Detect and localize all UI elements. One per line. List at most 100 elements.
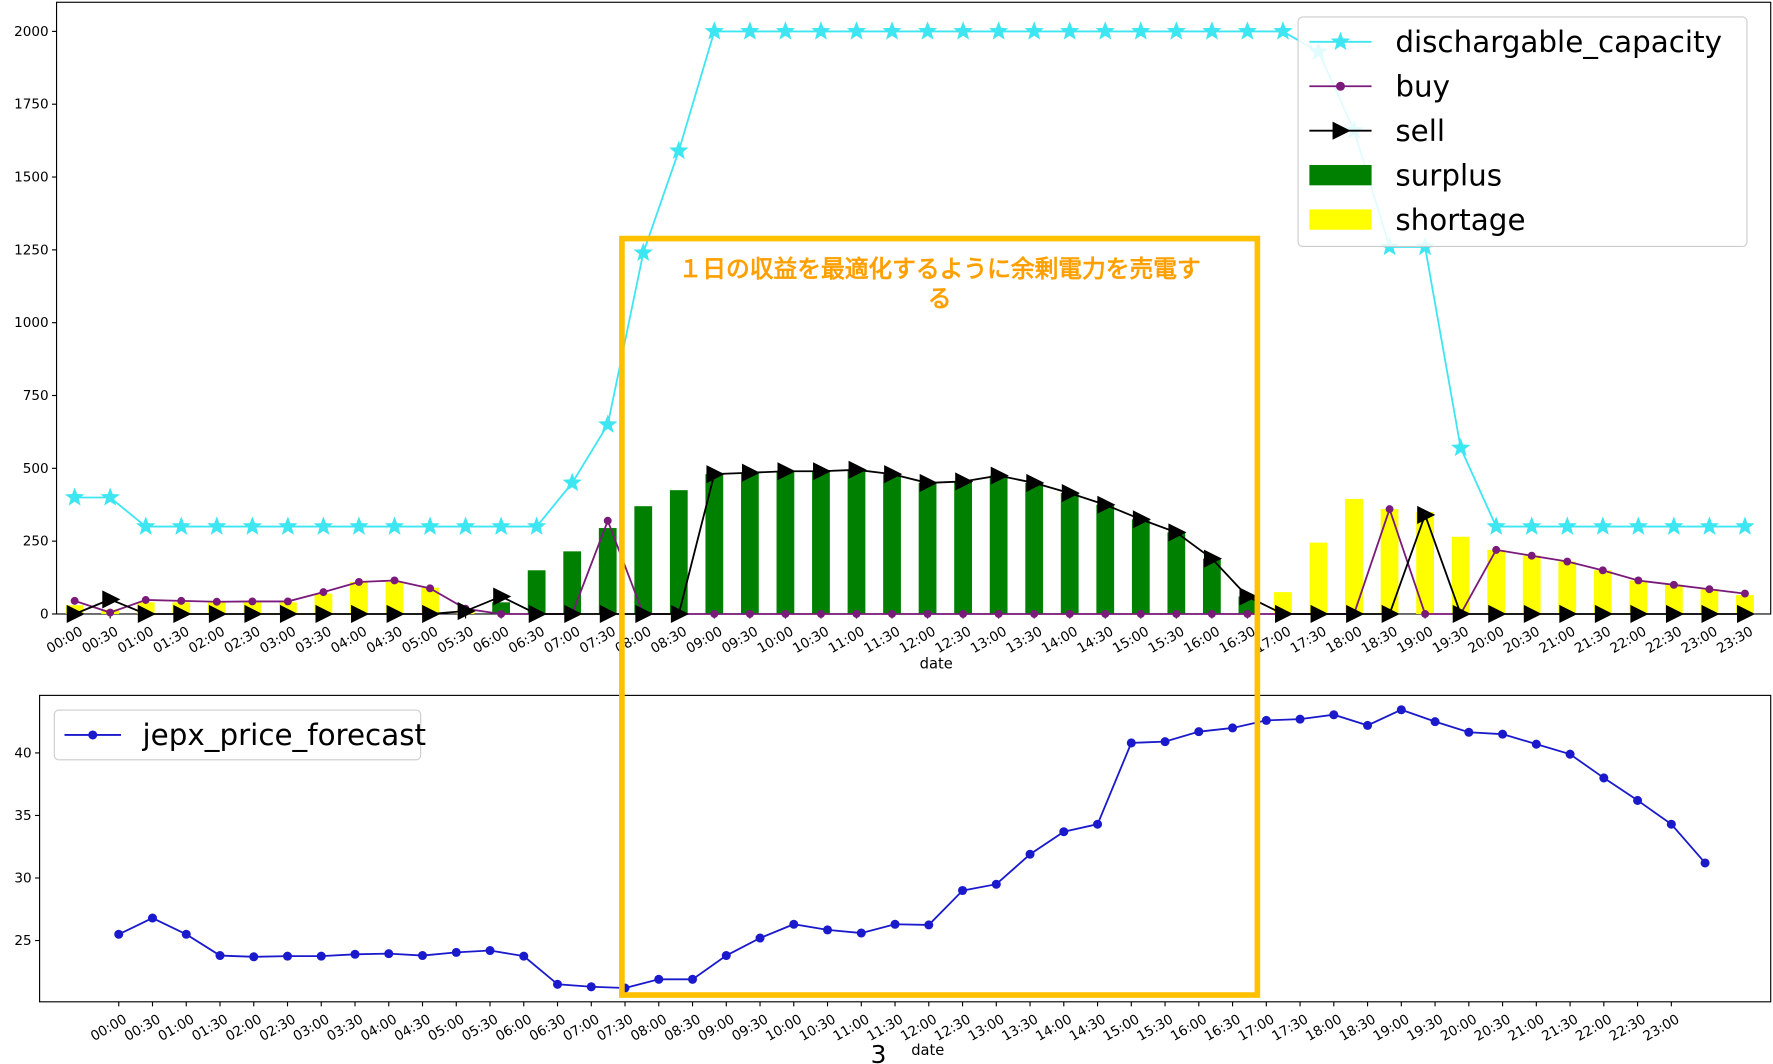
legend-label: shortage	[1395, 203, 1525, 237]
bar	[740, 472, 759, 614]
line	[118, 708, 1706, 989]
circle-marker	[1172, 610, 1181, 618]
circle-marker	[1633, 795, 1643, 805]
bar	[350, 581, 368, 614]
circle-marker	[181, 929, 191, 939]
circle-marker	[1464, 727, 1474, 737]
y-tick-label: 1250	[14, 242, 48, 258]
top-chart: 02505007501000125015001750200000:0000:30…	[14, 16, 1756, 672]
circle-marker	[1705, 585, 1714, 594]
legend-swatch	[1309, 164, 1372, 186]
triangle-marker	[493, 587, 512, 606]
star-marker	[313, 516, 334, 535]
circle-marker	[1243, 610, 1252, 618]
page-number: 3	[871, 1040, 887, 1064]
star-marker	[1664, 516, 1684, 535]
circle-marker	[1700, 858, 1710, 868]
triangle-marker	[1523, 604, 1542, 624]
circle-marker	[354, 577, 363, 586]
star-marker	[775, 21, 796, 40]
legend-label: sell	[1395, 114, 1445, 148]
triangle-marker	[1061, 484, 1080, 503]
triangle-marker	[1239, 587, 1258, 606]
circle-marker	[1599, 773, 1609, 783]
circle-marker	[1228, 723, 1238, 733]
circle-marker	[586, 982, 596, 992]
circle-marker	[1194, 727, 1204, 737]
star-marker	[1237, 21, 1258, 40]
y-tick-label: 30	[14, 871, 31, 887]
triangle-marker	[1097, 495, 1116, 514]
legend-label: buy	[1395, 69, 1450, 103]
line	[74, 30, 1745, 528]
triangle-marker	[777, 462, 796, 481]
circle-marker	[249, 952, 259, 962]
bar	[1593, 570, 1612, 614]
circle-marker	[106, 608, 115, 617]
circle-marker	[745, 610, 754, 618]
star-marker	[953, 21, 973, 40]
highlight-box	[619, 235, 1261, 998]
bar	[207, 602, 226, 614]
star-marker	[349, 516, 369, 535]
triangle-marker	[422, 604, 441, 624]
circle-marker	[552, 979, 563, 989]
y-tick-label: 250	[23, 534, 49, 550]
circle-marker	[924, 920, 934, 930]
circle-marker	[426, 584, 434, 593]
star-marker	[1095, 21, 1115, 40]
x-axis-label: date	[920, 655, 953, 672]
circle-marker	[212, 597, 221, 606]
triangle-marker	[670, 604, 689, 624]
triangle-marker	[990, 466, 1009, 485]
y-tick-label: 2000	[14, 24, 48, 40]
circle-marker	[1363, 720, 1373, 730]
bar	[847, 469, 866, 614]
star-marker	[171, 516, 191, 535]
legend-marker	[1335, 81, 1346, 91]
triangle-marker	[1630, 604, 1649, 624]
line	[74, 506, 1746, 615]
circle-marker	[1492, 545, 1501, 554]
triangle-marker	[173, 604, 192, 624]
circle-marker	[70, 596, 79, 605]
bar	[776, 471, 795, 614]
triangle-marker	[1452, 604, 1471, 624]
circle-marker	[959, 610, 968, 618]
triangle-marker	[564, 604, 583, 624]
star-marker	[1593, 516, 1613, 535]
y-tick-label: 25	[14, 933, 31, 949]
circle-marker	[994, 610, 1003, 618]
triangle-marker	[706, 465, 725, 484]
triangle-marker	[279, 604, 299, 624]
triangle-marker	[244, 604, 263, 624]
star-marker	[1628, 516, 1649, 535]
triangle-marker	[1275, 604, 1294, 624]
bar	[1558, 561, 1577, 614]
x-axis-label: date	[911, 1042, 944, 1059]
star-marker	[491, 516, 511, 535]
annotation: る	[928, 284, 952, 312]
triangle-marker	[1594, 604, 1613, 624]
y-tick-label: 40	[14, 745, 31, 761]
star-marker	[846, 21, 867, 40]
circle-marker	[1669, 580, 1678, 589]
triangle-marker	[208, 604, 227, 624]
circle-marker	[1527, 551, 1536, 560]
legend-marker	[1332, 121, 1351, 140]
bar	[563, 551, 582, 614]
annotation: １日の収益を最適化するように余剰電力を売電す	[679, 255, 1201, 283]
star-marker	[1166, 21, 1187, 40]
circle-marker	[283, 597, 292, 606]
circle-marker	[1396, 705, 1406, 715]
bar	[812, 471, 830, 614]
triangle-marker	[1737, 604, 1756, 624]
star-marker	[1450, 437, 1471, 457]
bar	[1060, 493, 1079, 614]
circle-marker	[451, 947, 461, 957]
star-marker	[455, 516, 476, 535]
circle-marker	[781, 610, 790, 618]
bar	[1522, 555, 1541, 614]
legend-marker	[1330, 31, 1351, 51]
triangle-marker	[1417, 505, 1436, 524]
